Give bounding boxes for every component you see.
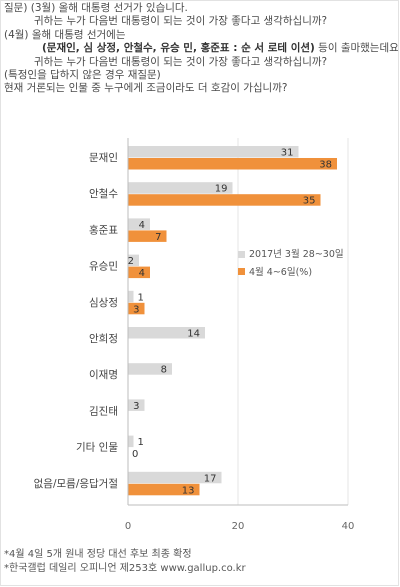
bar-april — [128, 266, 150, 279]
data-label: 17 — [204, 473, 217, 484]
bar-march — [128, 218, 150, 230]
bar-march — [128, 182, 233, 194]
category-label: 기타 인물 — [76, 442, 118, 454]
x-tick-label: 0 — [125, 521, 131, 532]
data-label: 3 — [133, 304, 139, 315]
data-label: 4 — [139, 268, 145, 279]
question-line-4-suffix: 등이 출마했는데요. — [314, 42, 398, 55]
x-tick-label: 20 — [232, 521, 245, 532]
bar-april — [128, 230, 167, 242]
footnotes: *4월 4일 5개 원내 정당 대선 후보 최종 확정 *한국갤럽 데일리 오피… — [4, 548, 246, 576]
question-line-7: 현재 거론되는 인물 중 누구에게 조금이라도 더 호감이 가십니까? — [4, 82, 288, 95]
category-label: 심상정 — [89, 297, 118, 309]
x-tick-label: 40 — [342, 521, 355, 532]
question-block: 질문) (3월) 올해 대통령 선거가 있습니다. 귀하는 누가 다음번 대통령… — [4, 2, 398, 96]
data-label: 8 — [161, 365, 167, 376]
legend-label-april: 4월 4~6일(%) — [249, 266, 312, 278]
bar-march — [128, 363, 172, 375]
category-label: 유승민 — [89, 261, 118, 273]
category-label: 이재명 — [89, 369, 118, 381]
legend-label-march: 2017년 3월 28~30일 — [249, 248, 344, 260]
data-label: 31 — [281, 148, 294, 159]
category-label: 없음/모름/응답거절 — [34, 477, 118, 490]
question-line-3: (4월) 올해 대통령 선거에는 — [4, 28, 126, 41]
question-line-6: (특정인을 답하지 않은 경우 재질문) — [4, 69, 161, 82]
category-label: 홍준표 — [89, 223, 118, 236]
question-line-5: 귀하는 누가 다음번 대통령이 되는 것이 가장 좋다고 생각하십니까? — [34, 55, 328, 68]
bar-march — [128, 399, 145, 411]
data-label: 35 — [303, 196, 316, 207]
data-label: 1 — [138, 437, 144, 448]
question-line-4: (문재인, 심 상정, 안철수, 유승 민, 홍준표 : 순 서 로테 이션) … — [4, 42, 398, 55]
data-label: 14 — [187, 329, 200, 340]
data-label: 7 — [155, 232, 161, 243]
category-label: 안희정 — [89, 333, 118, 345]
data-label: 13 — [182, 485, 195, 496]
data-label: 1 — [138, 292, 144, 303]
bar-march — [128, 254, 139, 267]
candidate-list: (문재인, 심 상정, 안철수, 유승 민, 홍준표 : 순 서 로테 이션) — [42, 42, 315, 55]
category-label: 안철수 — [89, 188, 118, 200]
data-label: 4 — [139, 220, 145, 231]
data-label: 19 — [215, 184, 228, 195]
category-label: 문재인 — [89, 152, 118, 164]
bar-march — [128, 290, 134, 303]
bar-march — [128, 327, 205, 339]
footnote-1: *4월 4일 5개 원내 정당 대선 후보 최종 확정 — [4, 549, 192, 560]
data-label: 2 — [128, 256, 134, 267]
data-label: 0 — [132, 449, 138, 460]
bar-march — [128, 146, 299, 158]
bar-april — [128, 302, 145, 315]
bar-march — [128, 435, 134, 448]
bar-april — [128, 194, 321, 206]
legend-swatch-april — [238, 268, 245, 275]
question-line-2: 귀하는 누가 다음번 대통령이 되는 것이 가장 좋다고 생각하십니까? — [34, 15, 328, 28]
footnote-2: *한국갤럽 데일리 오피니언 제253호 www.gallup.co.kr — [4, 563, 246, 574]
data-label: 38 — [319, 160, 332, 171]
bar-april — [128, 158, 337, 170]
bar-april — [128, 483, 200, 496]
category-label: 김진태 — [89, 405, 118, 417]
data-label: 3 — [133, 401, 139, 412]
legend-swatch-march — [238, 251, 245, 258]
question-line-1: 질문) (3월) 올해 대통령 선거가 있습니다. — [4, 2, 188, 14]
bar-march — [128, 471, 222, 484]
